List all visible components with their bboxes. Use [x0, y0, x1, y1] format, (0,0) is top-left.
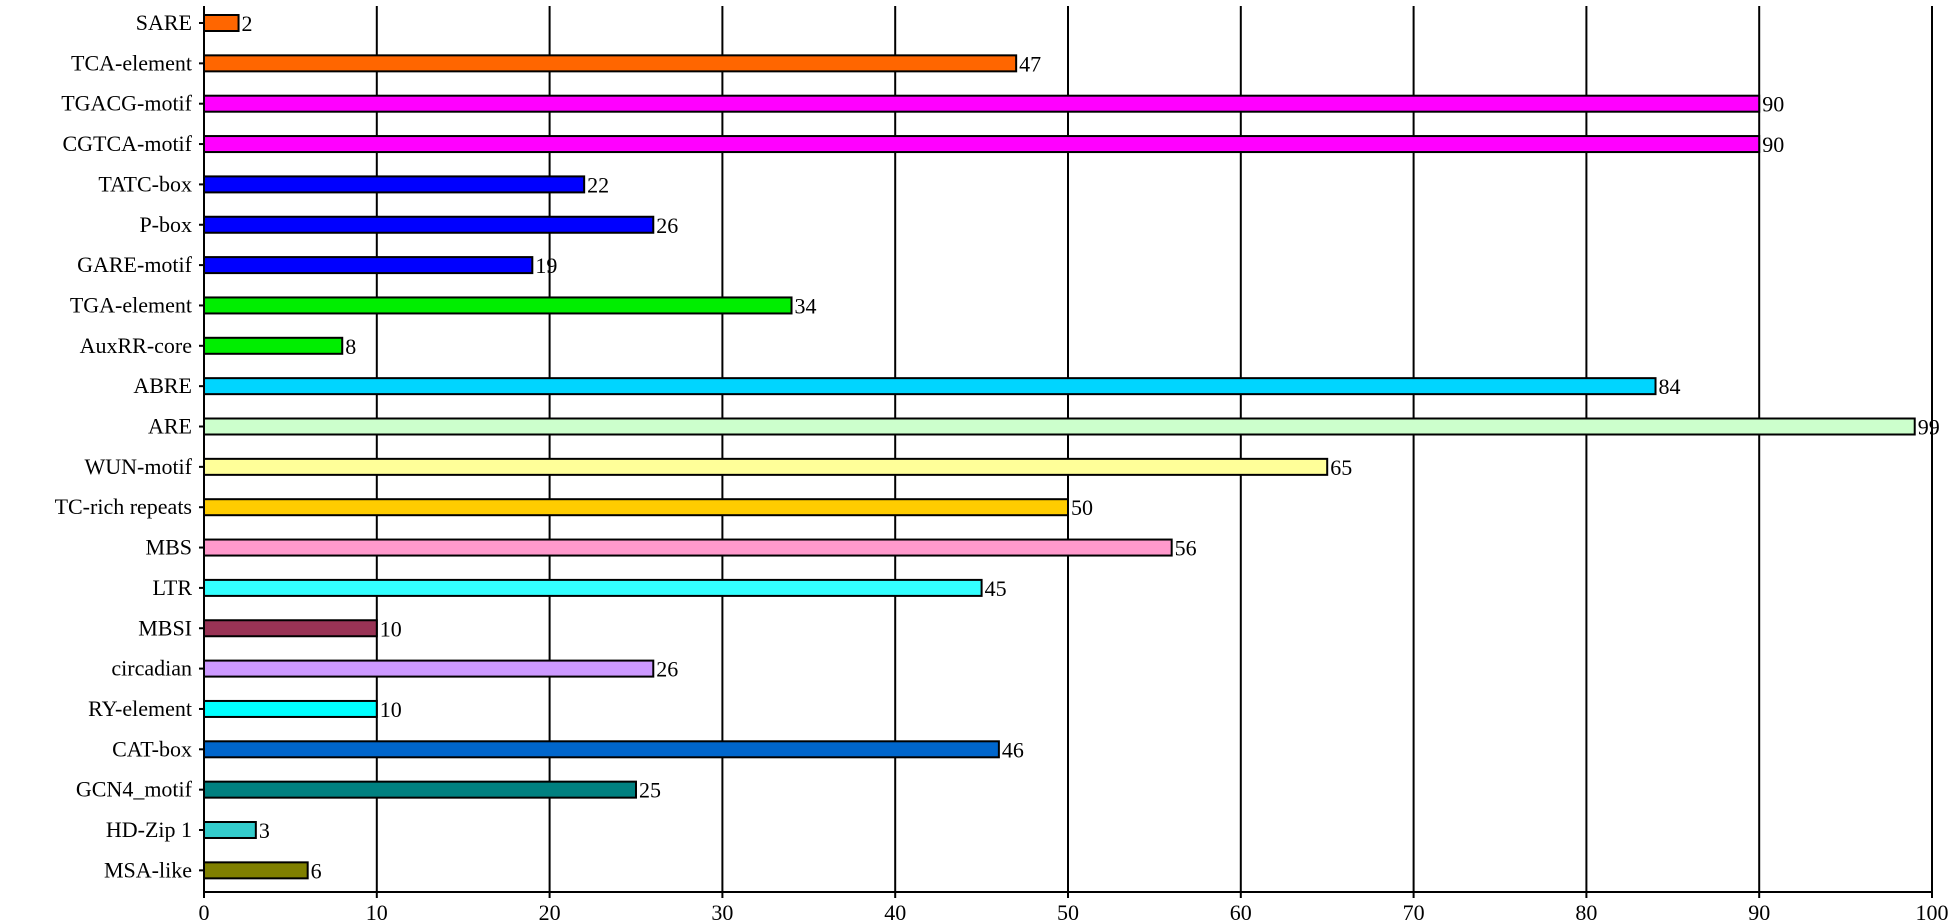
bar-abre — [203, 377, 1657, 396]
category-label: ABRE — [133, 373, 192, 398]
category-label: TCA-element — [71, 50, 192, 75]
value-label: 50 — [1071, 495, 1093, 520]
value-label: 34 — [795, 293, 817, 318]
bar-gare-motif — [203, 256, 534, 275]
x-tick-label: 20 — [539, 900, 561, 924]
bar-hd-zip-1 — [203, 821, 257, 839]
category-label: CAT-box — [112, 736, 192, 761]
category-label: GCN4_motif — [76, 777, 193, 802]
x-tick-label: 40 — [884, 900, 906, 924]
category-label: TGACG-motif — [61, 91, 192, 116]
category-label: HD-Zip 1 — [106, 817, 192, 842]
value-label: 84 — [1659, 374, 1681, 399]
value-label: 56 — [1175, 536, 1197, 561]
category-label: circadian — [111, 656, 192, 681]
category-label: CGTCA-motif — [62, 131, 192, 156]
bar-tatc-box — [203, 175, 586, 194]
bar-mbs — [203, 538, 1173, 557]
value-label: 26 — [656, 657, 678, 682]
bar-tc-rich-repeats — [203, 498, 1069, 517]
value-label: 25 — [639, 778, 661, 803]
bar-msa-like — [203, 861, 309, 880]
labels: 0 10 20 30 40 50 60 70 80 90 100 SARE 2 TCA-element 47… — [55, 10, 1949, 924]
bar-tca-element — [203, 54, 1018, 73]
value-label: 2 — [242, 11, 253, 36]
value-label: 90 — [1762, 92, 1784, 117]
bar-cat-box — [203, 740, 1000, 759]
bar-circadian — [203, 659, 655, 678]
category-label: MBS — [146, 535, 192, 560]
category-label: MBSI — [138, 615, 192, 640]
bar-gcn4-motif — [203, 780, 637, 799]
category-label: GARE-motif — [77, 252, 193, 277]
category-label: SARE — [136, 10, 192, 35]
bar-mbsi — [203, 619, 378, 638]
axes — [199, 6, 1933, 898]
value-label: 45 — [985, 576, 1007, 601]
x-tick-label: 60 — [1230, 900, 1252, 924]
category-label: ARE — [148, 414, 192, 439]
category-label: RY-element — [88, 696, 192, 721]
value-label: 3 — [259, 818, 270, 843]
category-label: MSA-like — [104, 857, 192, 882]
value-label: 26 — [656, 213, 678, 238]
x-tick-label: 50 — [1057, 900, 1079, 924]
bar-auxrr-core — [203, 336, 344, 355]
x-tick-label: 90 — [1748, 900, 1770, 924]
category-label: TGA-element — [70, 292, 192, 317]
category-label: AuxRR-core — [80, 333, 192, 358]
value-label: 46 — [1002, 737, 1024, 762]
x-tick-label: 70 — [1403, 900, 1425, 924]
x-tick-label: 30 — [711, 900, 733, 924]
x-tick-label: 80 — [1575, 900, 1597, 924]
bar-tgacg-motif — [203, 94, 1761, 113]
bar-cgtca-motif — [203, 135, 1761, 154]
category-label: WUN-motif — [84, 454, 192, 479]
value-label: 99 — [1918, 415, 1940, 440]
x-tick-label: 100 — [1916, 900, 1949, 924]
value-label: 10 — [380, 616, 402, 641]
grid-lines — [375, 6, 1933, 892]
value-label: 19 — [535, 253, 557, 278]
category-label: TATC-box — [98, 171, 192, 196]
category-label: TC-rich repeats — [55, 494, 192, 519]
value-label: 10 — [380, 697, 402, 722]
bar-are — [203, 417, 1916, 436]
x-tick-label: 0 — [199, 900, 210, 924]
bar-ltr — [203, 578, 983, 597]
value-label: 22 — [587, 172, 609, 197]
category-label: P-box — [139, 212, 192, 237]
value-label: 65 — [1330, 455, 1352, 480]
bars — [203, 14, 1916, 880]
value-label: 6 — [311, 858, 322, 883]
value-label: 90 — [1762, 132, 1784, 157]
bar-sare — [203, 14, 240, 32]
bar-tga-element — [203, 296, 793, 315]
category-label: LTR — [152, 575, 192, 600]
bar-wun-motif — [203, 457, 1329, 476]
bar-p-box — [203, 215, 655, 234]
value-label: 8 — [345, 334, 356, 359]
value-label: 47 — [1019, 51, 1041, 76]
x-tick-label: 10 — [366, 900, 388, 924]
bar-ry-element — [203, 699, 378, 718]
